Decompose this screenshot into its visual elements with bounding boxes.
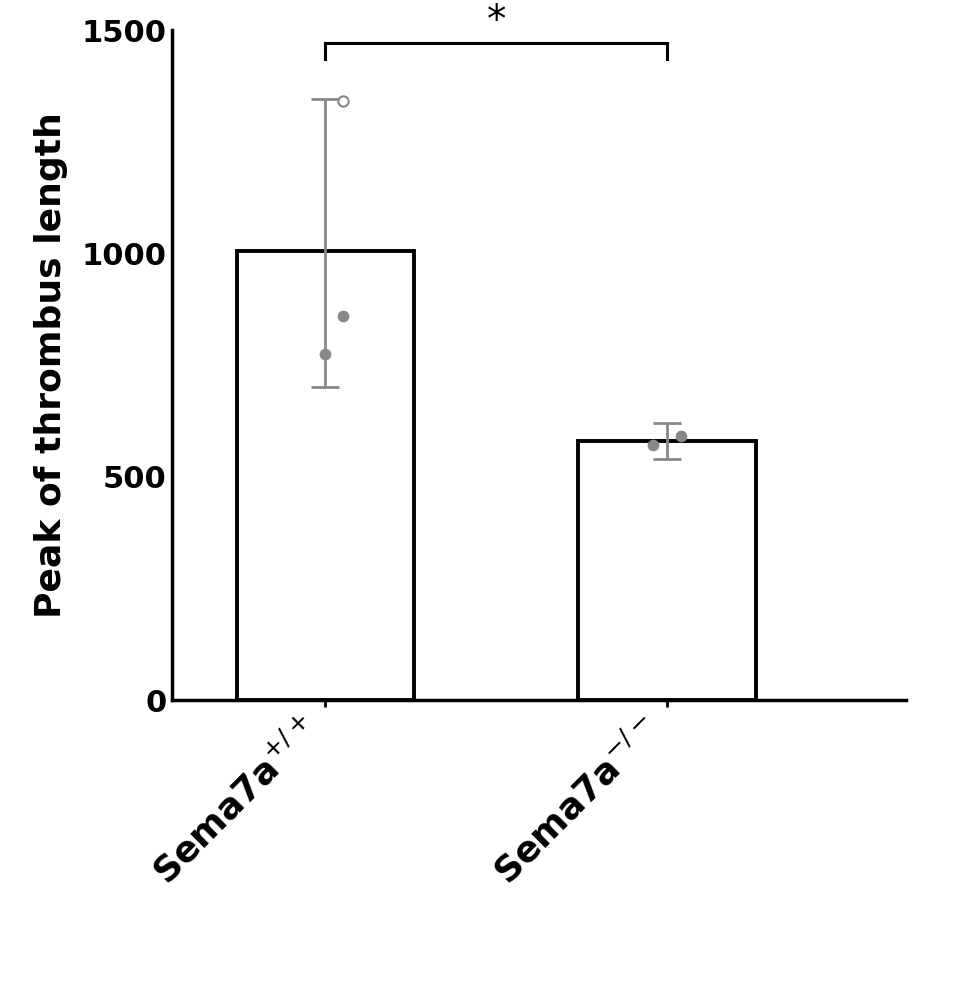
Text: *: *	[486, 2, 505, 40]
Y-axis label: Peak of thrombus length: Peak of thrombus length	[34, 112, 68, 618]
Point	[317, 346, 333, 362]
Point	[335, 308, 350, 324]
Point	[335, 93, 350, 109]
Bar	[236, 251, 414, 700]
Point	[673, 428, 688, 444]
Point	[645, 437, 660, 453]
Bar	[578, 441, 755, 700]
